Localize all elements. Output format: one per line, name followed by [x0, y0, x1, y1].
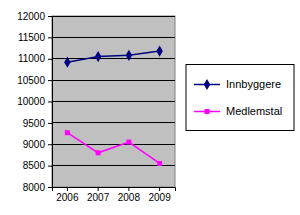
- y-tick-label: 11500: [18, 32, 46, 43]
- series-group: [64, 45, 163, 166]
- legend-label: Medlemstal: [226, 105, 282, 117]
- y-tick: 9500: [23, 118, 52, 129]
- y-tick: 11000: [18, 53, 52, 64]
- x-tick: 2006: [56, 187, 79, 203]
- y-tick-label: 11000: [18, 53, 46, 64]
- x-tick-mark: [159, 187, 160, 191]
- marker: [96, 150, 101, 155]
- plot-background: [52, 16, 175, 187]
- y-tick: 8000: [23, 182, 52, 193]
- y-tick: 9000: [23, 139, 52, 150]
- grid-line: [52, 16, 175, 17]
- x-tick-label: 2006: [56, 192, 79, 203]
- y-tick-mark: [48, 144, 52, 145]
- x-tick-label: 2008: [118, 192, 141, 203]
- legend-marker: [205, 109, 210, 114]
- grid-line: [52, 165, 175, 166]
- x-tick-mark: [128, 187, 129, 191]
- x-tick-label: 2009: [149, 192, 172, 203]
- y-axis: 8000 8500 9000 9500 10000 10500 11000 11500 1200…: [17, 11, 52, 193]
- y-tick-label: 10000: [17, 96, 45, 107]
- y-tick-mark: [48, 59, 52, 60]
- marker: [126, 50, 132, 61]
- legend-entry: Medlemstal: [194, 105, 282, 117]
- y-tick-mark: [48, 166, 52, 167]
- x-tick-label: 2007: [87, 192, 110, 203]
- y-tick-label: 10500: [17, 75, 45, 86]
- y-tick-mark: [48, 80, 52, 81]
- y-tick-label: 12000: [17, 11, 45, 22]
- y-tick-label: 9000: [23, 139, 46, 150]
- legend-label: Innbyggere: [226, 78, 281, 90]
- y-tick: 10000: [17, 96, 52, 107]
- grid: [52, 16, 175, 187]
- y-tick-mark: [48, 187, 52, 188]
- series-line: [67, 133, 159, 164]
- marker: [64, 57, 70, 68]
- markers: [64, 45, 163, 67]
- x-tick-mark: [67, 187, 68, 191]
- y-tick: 10500: [17, 75, 52, 86]
- y-tick-label: 9500: [23, 118, 46, 129]
- y-tick-mark: [48, 16, 52, 17]
- y-tick-label: 8500: [23, 160, 46, 171]
- x-axis-line: [53, 188, 176, 192]
- y-tick-mark: [48, 123, 52, 124]
- grid-line: [52, 37, 175, 38]
- x-tick: 2009: [149, 187, 172, 203]
- grid-line: [52, 101, 175, 102]
- y-axis-line: [48, 17, 53, 188]
- legend-marker: [204, 79, 210, 90]
- legend: Innbyggere Medlemstal: [186, 65, 294, 131]
- y-tick: 11500: [18, 32, 52, 43]
- plot: 8000 8500 9000 9500 10000 10500 11000 11500 1200…: [17, 11, 175, 203]
- grid-line: [52, 80, 175, 81]
- marker: [157, 161, 162, 166]
- y-tick-label: 8000: [23, 182, 46, 193]
- y-tick-mark: [48, 37, 52, 38]
- x-tick: 2007: [87, 187, 110, 203]
- grid-line: [52, 144, 175, 145]
- grid-line: [52, 122, 175, 123]
- series-line: [67, 51, 159, 62]
- chart: 8000 8500 9000 9500 10000 10500 11000 11500 1200…: [0, 0, 300, 215]
- marker: [126, 140, 131, 145]
- y-tick: 12000: [17, 11, 52, 22]
- grid-line: [52, 58, 175, 59]
- x-tick-mark: [98, 187, 99, 191]
- x-tick: 2008: [118, 187, 141, 203]
- marker: [65, 130, 70, 135]
- legend-box: [186, 65, 294, 131]
- marker: [95, 51, 101, 62]
- x-axis: 2006 2007 2008 2009: [53, 187, 176, 203]
- markers: [65, 130, 162, 166]
- y-tick: 8500: [23, 160, 52, 171]
- y-tick-mark: [48, 102, 52, 103]
- legend-entry: Innbyggere: [194, 78, 281, 90]
- marker: [156, 45, 162, 56]
